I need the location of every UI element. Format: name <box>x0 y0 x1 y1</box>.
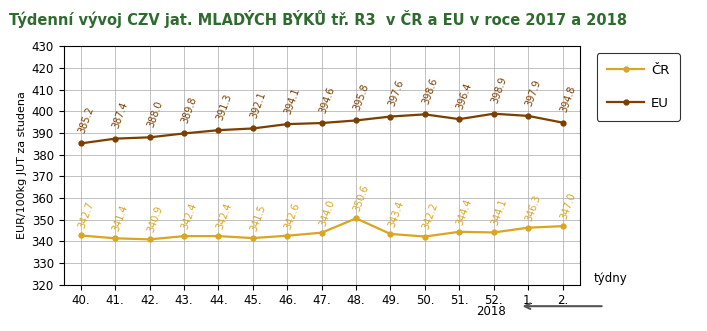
Text: 395.8: 395.8 <box>352 82 370 112</box>
Text: 340.9: 340.9 <box>146 205 164 234</box>
Text: 341.4: 341.4 <box>111 204 130 233</box>
Text: 389.8: 389.8 <box>180 96 199 125</box>
Text: 2018: 2018 <box>477 305 506 318</box>
Text: 388.0: 388.0 <box>146 99 164 129</box>
Text: 344.0: 344.0 <box>317 198 337 227</box>
Text: 344.1: 344.1 <box>489 198 508 227</box>
Text: 350.6: 350.6 <box>352 184 370 213</box>
Text: 342.2: 342.2 <box>421 202 440 231</box>
Legend: ČR, EU: ČR, EU <box>597 53 679 121</box>
Text: 394.6: 394.6 <box>317 85 337 115</box>
Text: 397.9: 397.9 <box>524 78 543 107</box>
Text: 342.7: 342.7 <box>76 201 95 230</box>
Text: 344.4: 344.4 <box>455 197 474 226</box>
Text: 392.1: 392.1 <box>249 90 267 120</box>
Y-axis label: EUR/100kg JUT za studena: EUR/100kg JUT za studena <box>18 92 28 239</box>
Text: 394.8: 394.8 <box>559 85 577 114</box>
Text: 397.6: 397.6 <box>386 78 405 108</box>
Text: Týdenní vývoj CZV jat. MLADÝCH BÝKŮ tř. R3  v ČR a EU v roce 2017 a 2018: Týdenní vývoj CZV jat. MLADÝCH BÝKŮ tř. … <box>9 10 627 28</box>
Text: 342.6: 342.6 <box>283 201 302 230</box>
Text: 396.4: 396.4 <box>455 81 474 111</box>
Text: 387.4: 387.4 <box>111 101 130 130</box>
Text: 342.4: 342.4 <box>214 201 233 231</box>
Text: 391.3: 391.3 <box>214 92 233 121</box>
Text: 398.9: 398.9 <box>489 76 508 105</box>
Text: 394.1: 394.1 <box>283 86 302 116</box>
Text: 347.0: 347.0 <box>559 191 577 221</box>
Text: 341.5: 341.5 <box>249 203 267 233</box>
Text: 342.4: 342.4 <box>180 201 199 231</box>
Text: 398.6: 398.6 <box>421 76 440 106</box>
Text: 343.4: 343.4 <box>386 199 405 228</box>
Text: týdny: týdny <box>594 272 628 285</box>
Text: 346.3: 346.3 <box>524 193 543 222</box>
Text: 385.2: 385.2 <box>76 105 95 135</box>
